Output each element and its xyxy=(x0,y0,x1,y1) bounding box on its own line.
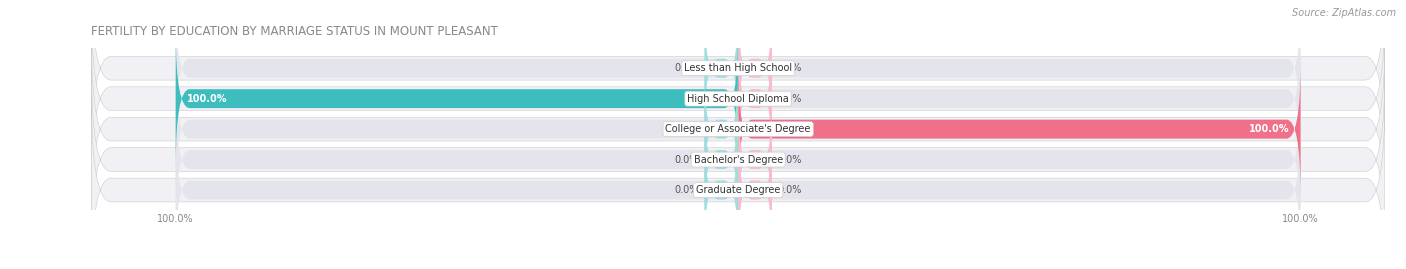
Text: 0.0%: 0.0% xyxy=(778,63,801,73)
Text: Source: ZipAtlas.com: Source: ZipAtlas.com xyxy=(1292,8,1396,18)
FancyBboxPatch shape xyxy=(91,0,1385,163)
FancyBboxPatch shape xyxy=(91,4,1385,193)
Text: Graduate Degree: Graduate Degree xyxy=(696,185,780,195)
FancyBboxPatch shape xyxy=(738,2,772,135)
FancyBboxPatch shape xyxy=(738,2,1301,135)
FancyBboxPatch shape xyxy=(91,34,1385,224)
FancyBboxPatch shape xyxy=(704,93,738,226)
FancyBboxPatch shape xyxy=(738,93,772,226)
Text: 0.0%: 0.0% xyxy=(675,124,699,134)
FancyBboxPatch shape xyxy=(176,62,738,196)
Text: 0.0%: 0.0% xyxy=(778,94,801,104)
Text: 0.0%: 0.0% xyxy=(675,155,699,165)
Text: 100.0%: 100.0% xyxy=(1249,124,1289,134)
FancyBboxPatch shape xyxy=(176,32,738,165)
FancyBboxPatch shape xyxy=(738,123,772,257)
FancyBboxPatch shape xyxy=(176,32,738,165)
Text: Bachelor's Degree: Bachelor's Degree xyxy=(693,155,783,165)
FancyBboxPatch shape xyxy=(738,62,1301,196)
FancyBboxPatch shape xyxy=(738,62,1301,196)
FancyBboxPatch shape xyxy=(176,2,738,135)
Text: 0.0%: 0.0% xyxy=(675,185,699,195)
FancyBboxPatch shape xyxy=(176,123,738,257)
Text: College or Associate's Degree: College or Associate's Degree xyxy=(665,124,811,134)
FancyBboxPatch shape xyxy=(91,95,1385,269)
Text: 100.0%: 100.0% xyxy=(187,94,228,104)
FancyBboxPatch shape xyxy=(176,93,738,226)
Text: 0.0%: 0.0% xyxy=(778,185,801,195)
Text: High School Diploma: High School Diploma xyxy=(688,94,789,104)
FancyBboxPatch shape xyxy=(738,93,1301,226)
FancyBboxPatch shape xyxy=(91,65,1385,254)
FancyBboxPatch shape xyxy=(738,32,1301,165)
FancyBboxPatch shape xyxy=(704,123,738,257)
Text: FERTILITY BY EDUCATION BY MARRIAGE STATUS IN MOUNT PLEASANT: FERTILITY BY EDUCATION BY MARRIAGE STATU… xyxy=(91,25,498,38)
Text: 0.0%: 0.0% xyxy=(778,155,801,165)
Text: Less than High School: Less than High School xyxy=(685,63,792,73)
Text: 0.0%: 0.0% xyxy=(675,63,699,73)
FancyBboxPatch shape xyxy=(738,123,1301,257)
FancyBboxPatch shape xyxy=(738,32,772,165)
FancyBboxPatch shape xyxy=(704,62,738,196)
FancyBboxPatch shape xyxy=(704,2,738,135)
